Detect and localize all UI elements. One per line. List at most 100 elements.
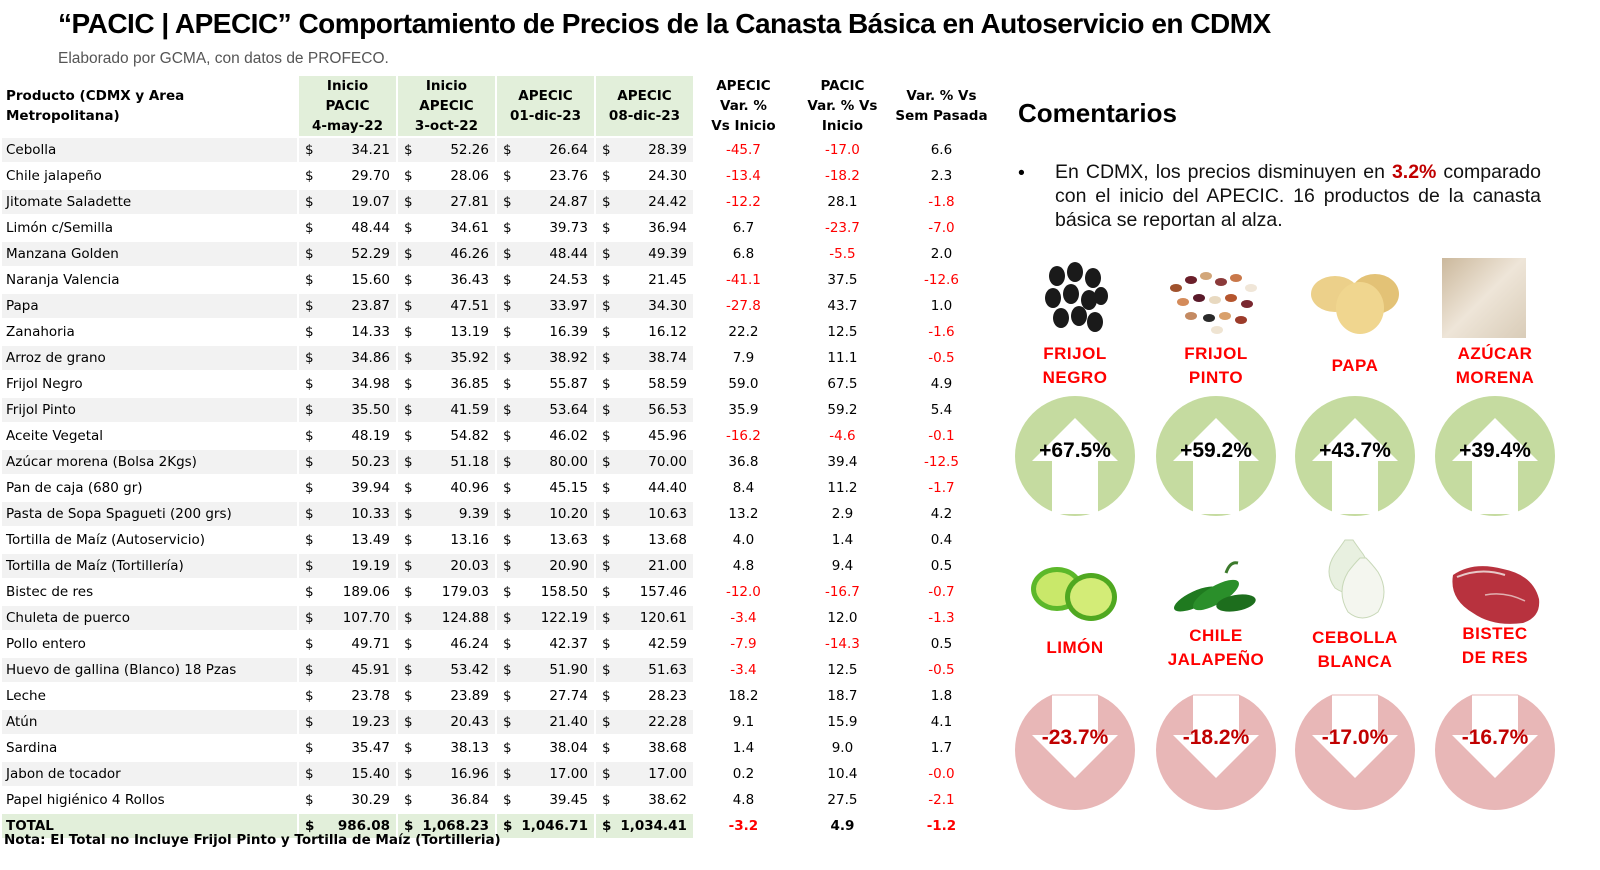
pct-cell-apecic-var: 4.8 — [732, 792, 755, 808]
price-cell-inicio-apecic: $13.16 — [398, 528, 495, 552]
increase-label: AZÚCAR MORENA — [1455, 344, 1535, 387]
table-row: Papel higiénico 4 Rollos $30.29 $36.84 $39.… — [2, 788, 990, 812]
currency-symbol: $ — [601, 714, 611, 730]
pct-cell-apecic-var: 22.2 — [728, 324, 759, 340]
pct-cell-apecic-var: 59.0 — [728, 376, 759, 392]
price-cell-d01: $55.87 — [497, 372, 594, 396]
price-value: 33.97 — [549, 298, 588, 314]
currency-symbol: $ — [601, 272, 611, 288]
table-row: Pollo entero $49.71 $46.24 $42.37 $42.59 -7.9… — [2, 632, 990, 656]
price-cell-inicio-apecic: $47.51 — [398, 294, 495, 318]
pct-cell-sem-var: -0.0 — [928, 766, 955, 782]
price-cell-inicio-apecic: $20.03 — [398, 554, 495, 578]
currency-symbol: $ — [305, 584, 314, 600]
price-cell-d01: $38.92 — [496, 346, 594, 370]
price-cell-inicio-apecic: $52.26 — [398, 138, 495, 162]
price-cell-d01: $42.37 — [497, 632, 594, 656]
table-row: Chile jalapeño $29.70 $28.06 $23.76 $24.30 -1… — [2, 164, 990, 188]
price-value: 70.00 — [648, 454, 687, 470]
currency-symbol: $ — [305, 610, 314, 626]
pct-cell-pacic-var: 12.0 — [827, 610, 858, 626]
pct-cell-apecic-var: -41.1 — [725, 272, 761, 288]
pct-cell-apecic-var: 36.8 — [728, 454, 759, 470]
pct-cell-apecic-var: 0.2 — [732, 766, 755, 782]
currency-symbol: $ — [502, 506, 512, 522]
up-arrow-badge: +43.7% — [1295, 396, 1415, 516]
price-value: 1,046.71 — [521, 818, 588, 834]
product-name: Pan de caja (680 gr) — [6, 480, 143, 496]
decrease-value: -16.7% — [1461, 726, 1529, 749]
price-cell-inicio-pacic: $986.08 — [299, 814, 396, 838]
col-header-apecic-var: APECIC Var. % Vs Inicio — [711, 78, 776, 134]
comment-highlight: 3.2% — [1391, 161, 1437, 183]
price-cell-inicio-pacic: $34.86 — [299, 346, 396, 370]
pct-cell-apecic-var: -12.0 — [725, 584, 761, 600]
currency-symbol: $ — [404, 142, 413, 158]
price-cell-inicio-pacic: $23.78 — [299, 684, 396, 708]
table-row: Limón c/Semilla $48.44 $34.61 $39.73 $36.94 6… — [2, 216, 990, 240]
price-value: 27.81 — [450, 194, 489, 210]
pct-cell-pacic-var: -16.7 — [824, 584, 860, 600]
price-value: 38.04 — [549, 740, 588, 756]
price-cell-d01: $26.64 — [496, 138, 594, 162]
pct-cell-sem-var: -7.0 — [928, 220, 955, 236]
product-name: Chuleta de puerco — [2, 606, 298, 630]
currency-symbol: $ — [404, 740, 413, 756]
price-cell-d08: $21.45 — [596, 268, 693, 292]
col-header-apecic-08dic: APECIC 08-dic-23 — [595, 76, 693, 136]
currency-symbol: $ — [601, 506, 611, 522]
currency-symbol: $ — [404, 298, 413, 314]
price-cell-inicio-apecic: $46.26 — [398, 242, 495, 266]
table-row: Tortilla de Maíz (Autoservicio) $13.49 $13… — [2, 528, 990, 552]
price-cell-d01: $45.15 — [497, 476, 594, 500]
table-row: Frijol Pinto $35.50 $41.59 $53.64 $56.53 35.9… — [2, 398, 990, 422]
currency-symbol: $ — [502, 168, 512, 184]
pct-cell-sem-var: 4.2 — [930, 506, 953, 522]
price-cell-d08: $51.63 — [595, 658, 693, 682]
price-cell-inicio-apecic: $41.59 — [398, 398, 495, 422]
price-cell-d01: $39.73 — [497, 216, 594, 240]
price-value: 179.03 — [441, 584, 489, 600]
col-header-product: Producto (CDMX y Area Metropolitana) — [6, 88, 185, 124]
price-cell-d01: $24.53 — [497, 268, 594, 292]
price-cell-d08: $13.68 — [596, 528, 693, 552]
price-value: 120.61 — [639, 610, 687, 626]
price-value: 36.84 — [450, 792, 489, 808]
currency-symbol: $ — [601, 766, 611, 782]
price-value: 38.92 — [549, 350, 588, 366]
price-cell-inicio-pacic: $49.71 — [299, 632, 396, 656]
price-cell-d08: $38.74 — [595, 346, 693, 370]
col-header-sem-var: Var. % Vs Sem Pasada — [895, 88, 988, 124]
table-row: Bistec de res $189.06 $179.03 $158.50 $157.4… — [2, 580, 990, 604]
pct-cell-pacic-var: 2.9 — [831, 506, 854, 522]
price-cell-inicio-pacic: $23.87 — [299, 294, 396, 318]
price-cell-d01: $16.39 — [497, 320, 594, 344]
currency-symbol: $ — [502, 350, 512, 366]
total-row: TOTAL $986.08 $1,068.23 $1,046.71 $1,034.41-… — [2, 814, 990, 838]
price-cell-inicio-apecic: $13.19 — [398, 320, 495, 344]
table-row: Leche $23.78 $23.89 $27.74 $28.23 18.2 18.7 1.8 — [2, 684, 990, 708]
pct-cell-pacic-var: 67.5 — [827, 376, 858, 392]
price-cell-d08: $10.63 — [595, 502, 693, 526]
currency-symbol: $ — [404, 168, 413, 184]
price-value: 10.63 — [648, 506, 687, 522]
price-cell-inicio-apecic: $28.06 — [398, 164, 495, 188]
currency-symbol: $ — [305, 792, 314, 808]
product-name: Zanahoria — [6, 324, 75, 340]
pct-cell-apecic-var: -3.2 — [728, 818, 759, 834]
up-arrow-icon — [1032, 418, 1118, 514]
price-cell-inicio-pacic: $15.60 — [299, 268, 396, 292]
price-cell-inicio-pacic: $34.21 — [299, 138, 396, 162]
table-row: Aceite Vegetal $48.19 $54.82 $46.02 $45.96 -1… — [2, 424, 990, 448]
product-name: Pasta de Sopa Spagueti (200 grs) — [2, 502, 298, 526]
price-value: 17.00 — [648, 766, 687, 782]
product-name: Atún — [2, 710, 298, 734]
col-header-pacic-var: PACIC Var. % Vs Inicio — [807, 78, 878, 134]
table-row: Huevo de gallina (Blanco) 18 Pzas $45.91 $… — [2, 658, 990, 682]
down-arrow-badge: -18.2% — [1156, 690, 1276, 810]
product-name: Aceite Vegetal — [6, 428, 104, 444]
jalapeno-image — [1166, 550, 1266, 630]
product-name: Sardina — [6, 740, 58, 756]
currency-symbol: $ — [502, 220, 512, 236]
price-value: 42.37 — [549, 636, 588, 652]
